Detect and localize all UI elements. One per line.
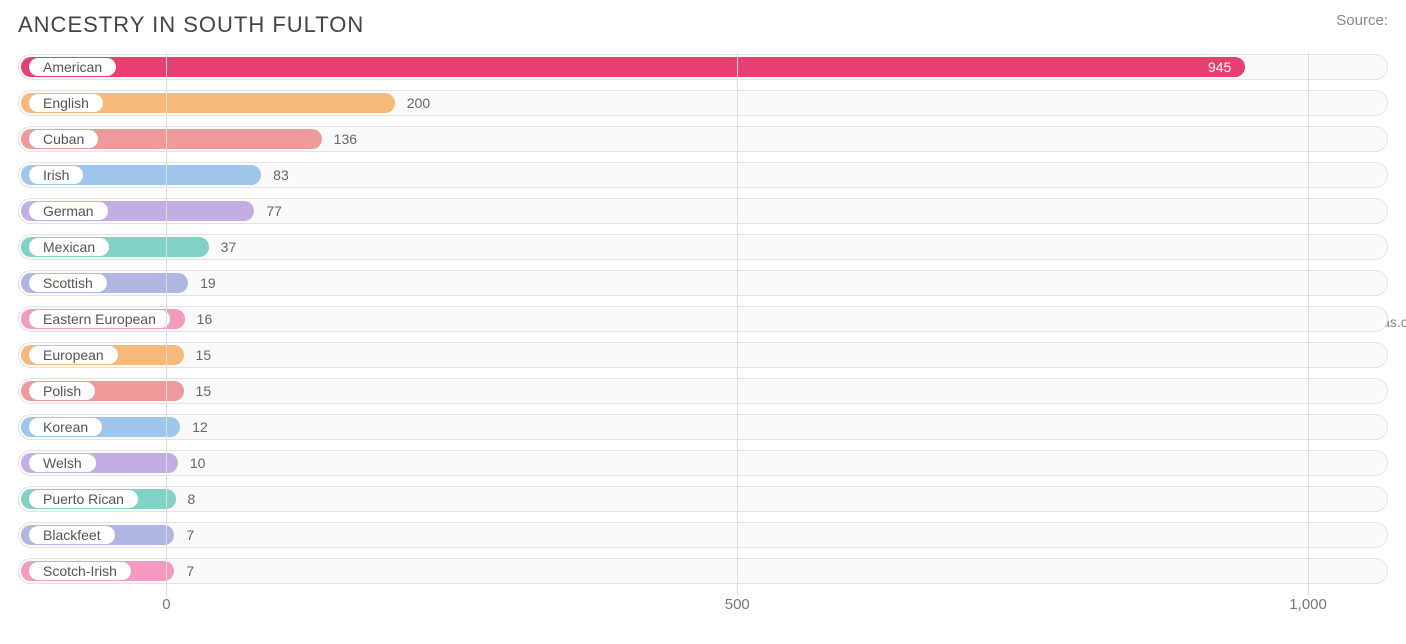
x-tick-label: 500 xyxy=(725,596,750,613)
bar-row: Puerto Rican 8 xyxy=(18,484,1388,514)
bar-track xyxy=(18,306,1388,332)
bar-row: Polish 15 xyxy=(18,376,1388,406)
x-tick-label: 0 xyxy=(162,596,170,613)
bar-value: 15 xyxy=(186,376,212,406)
bar-value: 7 xyxy=(176,520,194,550)
bar-value: 77 xyxy=(256,196,282,226)
bar-row: American 945 xyxy=(18,52,1388,82)
bar-track xyxy=(18,522,1388,548)
category-pill: English xyxy=(28,93,104,113)
category-pill: American xyxy=(28,57,117,77)
category-pill: Polish xyxy=(28,381,96,401)
bar-value: 136 xyxy=(324,124,357,154)
category-pill: Puerto Rican xyxy=(28,489,139,509)
gridline xyxy=(737,52,738,596)
gridline xyxy=(166,52,167,596)
bar-track xyxy=(18,378,1388,404)
category-pill: European xyxy=(28,345,119,365)
bar-track xyxy=(18,450,1388,476)
bar-row: Korean 12 xyxy=(18,412,1388,442)
category-pill: Mexican xyxy=(28,237,110,257)
bar-row: Mexican 37 xyxy=(18,232,1388,262)
bar-row: Welsh 10 xyxy=(18,448,1388,478)
bar-row: European 15 xyxy=(18,340,1388,370)
bar-row: Eastern European 16 xyxy=(18,304,1388,334)
bar-track xyxy=(18,342,1388,368)
bar-row: Irish 83 xyxy=(18,160,1388,190)
bar-row: English 200 xyxy=(18,88,1388,118)
x-tick-label: 1,000 xyxy=(1289,596,1327,613)
category-pill: German xyxy=(28,201,109,221)
header: ANCESTRY IN SOUTH FULTON Source: ZipAtla… xyxy=(18,12,1388,38)
bar-value: 83 xyxy=(263,160,289,190)
source-attribution: Source: ZipAtlas.com xyxy=(1336,12,1388,29)
bar-value: 8 xyxy=(178,484,196,514)
category-pill: Cuban xyxy=(28,129,99,149)
chart-title: ANCESTRY IN SOUTH FULTON xyxy=(18,12,364,38)
gridline xyxy=(1308,52,1309,596)
bar-value: 37 xyxy=(211,232,237,262)
category-pill: Korean xyxy=(28,417,103,437)
bar-track xyxy=(18,414,1388,440)
bar-value: 7 xyxy=(176,556,194,586)
category-pill: Irish xyxy=(28,165,84,185)
bar-value: 10 xyxy=(180,448,206,478)
bar-row: Scottish 19 xyxy=(18,268,1388,298)
category-pill: Scotch-Irish xyxy=(28,561,132,581)
x-axis: 0 500 1,000 xyxy=(18,592,1388,620)
bar-value: 15 xyxy=(186,340,212,370)
bar-value: 19 xyxy=(190,268,216,298)
bar-track xyxy=(18,270,1388,296)
category-pill: Welsh xyxy=(28,453,97,473)
bar-value: 200 xyxy=(397,88,430,118)
bar-row: German 77 xyxy=(18,196,1388,226)
bar-row: Scotch-Irish 7 xyxy=(18,556,1388,586)
category-pill: Blackfeet xyxy=(28,525,116,545)
category-pill: Eastern European xyxy=(28,309,171,329)
bar-fill xyxy=(21,57,1245,77)
bar-value: 945 xyxy=(1208,52,1231,82)
category-pill: Scottish xyxy=(28,273,108,293)
bar-row: Cuban 136 xyxy=(18,124,1388,154)
bar-value: 12 xyxy=(182,412,208,442)
bar-chart: American 945 English 200 Cuban 136 Irish 83 Germ… xyxy=(18,52,1388,586)
bar-row: Blackfeet 7 xyxy=(18,520,1388,550)
bar-track xyxy=(18,558,1388,584)
chart-container: ANCESTRY IN SOUTH FULTON Source: ZipAtla… xyxy=(0,0,1406,644)
bar-track xyxy=(18,486,1388,512)
bar-value: 16 xyxy=(187,304,213,334)
